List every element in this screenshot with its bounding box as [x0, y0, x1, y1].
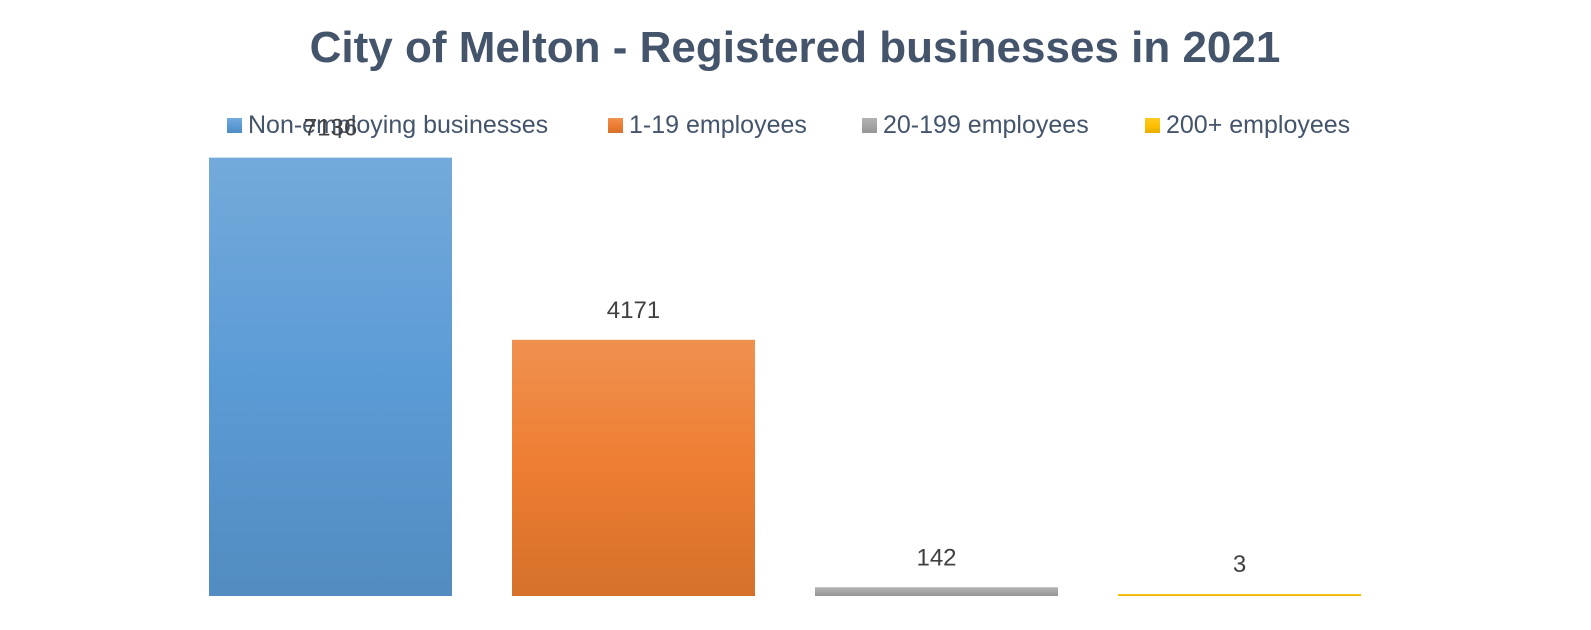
bar-1 [209, 157, 452, 596]
legend-swatch-3 [862, 118, 877, 133]
bar-3 [815, 587, 1058, 596]
legend-swatch-4 [1145, 118, 1160, 133]
plot-area: 7136 4171 142 3 [209, 115, 1361, 596]
legend-item-3: 20-199 employees [862, 111, 1089, 139]
data-label-4: 3 [1233, 551, 1246, 578]
legend-swatch-2 [608, 118, 623, 133]
bar-4 [1118, 594, 1361, 596]
bar-2 [512, 339, 755, 596]
legend-label-2: 1-19 employees [629, 111, 807, 139]
data-label-3: 142 [916, 544, 956, 571]
data-label-2: 4171 [607, 297, 660, 324]
legend-label-4: 200+ employees [1166, 111, 1350, 139]
legend-item-2: 1-19 employees [608, 111, 807, 139]
data-label-1: 7136 [304, 115, 357, 142]
chart-title: City of Melton - Registered businesses i… [310, 23, 1281, 72]
legend-label-1: Non-employing businesses [248, 111, 548, 139]
legend-item-1: Non-employing businesses [227, 111, 548, 139]
legend-swatch-1 [227, 118, 242, 133]
legend-item-4: 200+ employees [1145, 111, 1350, 139]
legend: Non-employing businesses 1-19 employees 20… [227, 111, 1350, 139]
legend-label-3: 20-199 employees [883, 111, 1089, 139]
